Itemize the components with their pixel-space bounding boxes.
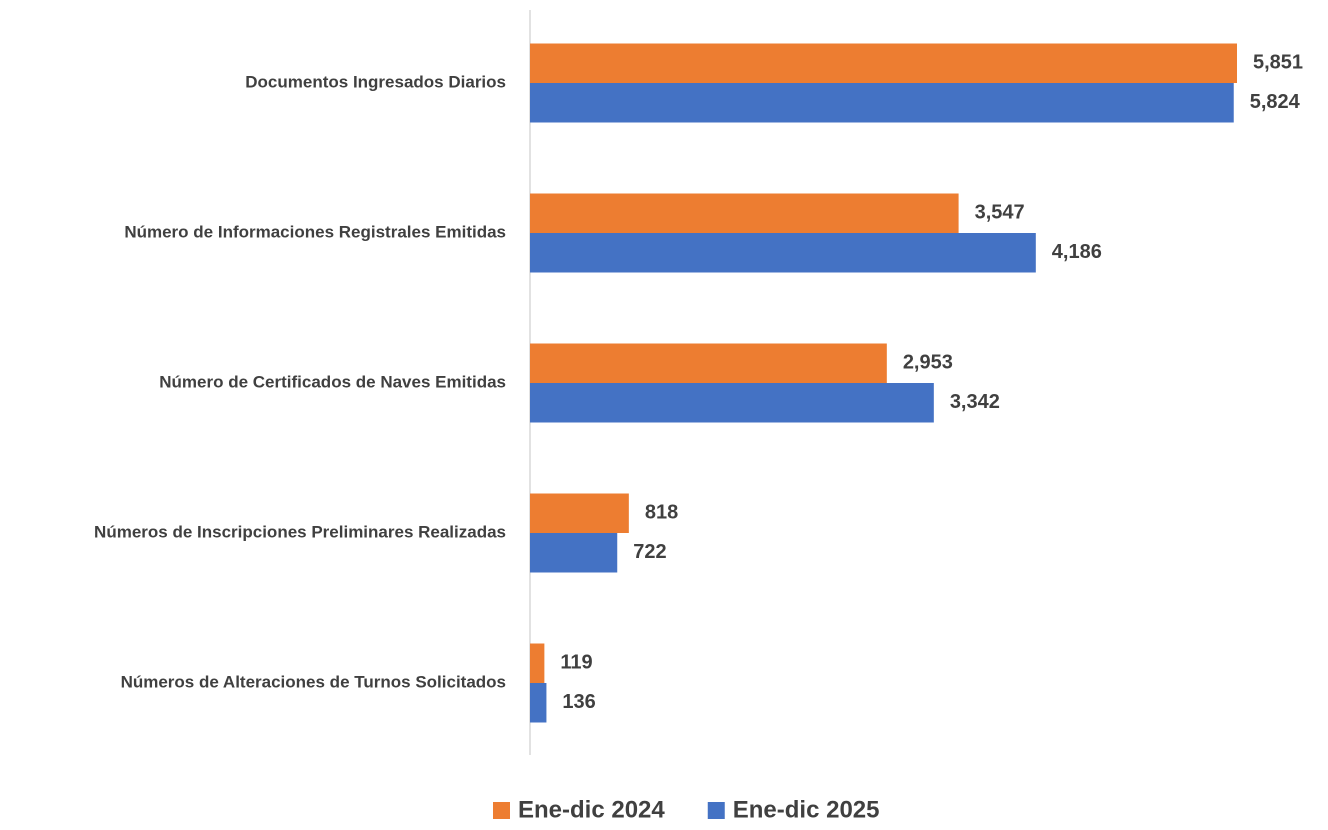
bar — [530, 83, 1234, 123]
data-label: 5,824 — [1250, 91, 1301, 113]
data-label: 818 — [645, 502, 678, 524]
bar — [530, 43, 1237, 83]
bar — [530, 233, 1036, 273]
legend-label: Ene-dic 2024 — [518, 796, 665, 823]
data-label: 5,851 — [1253, 52, 1303, 74]
legend-swatch — [493, 802, 510, 819]
data-label: 4,186 — [1052, 241, 1102, 263]
bar — [530, 493, 629, 533]
data-label: 2,953 — [903, 352, 953, 374]
bar — [530, 193, 959, 233]
legend-label: Ene-dic 2025 — [733, 796, 880, 823]
bar — [530, 533, 618, 573]
bar — [530, 343, 887, 383]
data-label: 722 — [633, 541, 666, 563]
y-tick-label: Número de Certificados de Naves Emitidas — [159, 372, 506, 391]
legend-swatch — [707, 802, 725, 819]
y-tick-label: Número de Informaciones Registrales Emit… — [124, 222, 506, 241]
y-tick-label: Documentos Ingresados Diarios — [245, 72, 506, 91]
data-label: 119 — [560, 652, 592, 674]
bar — [530, 643, 545, 683]
data-label: 136 — [562, 691, 595, 713]
bar — [530, 383, 934, 423]
data-label: 3,547 — [975, 202, 1025, 224]
data-label: 3,342 — [950, 391, 1000, 413]
y-tick-label: Números de Inscripciones Preliminares Re… — [94, 522, 506, 541]
y-tick-label: Números de Alteraciones de Turnos Solici… — [121, 672, 506, 691]
bar — [530, 683, 547, 723]
